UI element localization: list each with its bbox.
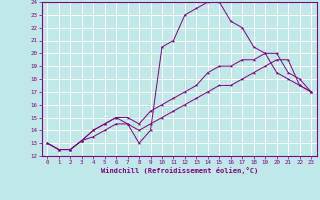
X-axis label: Windchill (Refroidissement éolien,°C): Windchill (Refroidissement éolien,°C) bbox=[100, 167, 258, 174]
